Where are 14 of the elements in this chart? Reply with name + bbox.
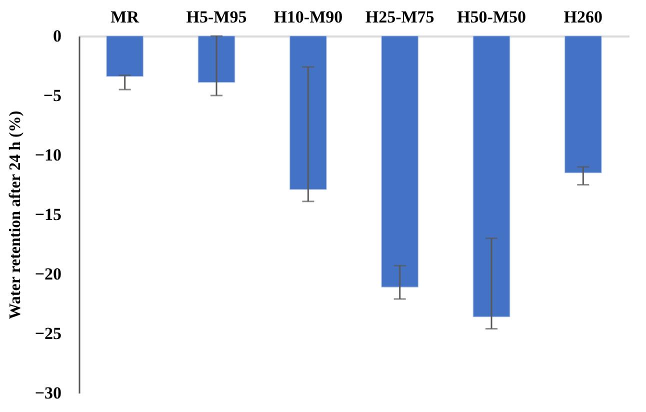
- y-axis-title: Water retention after 24 h (%): [6, 110, 24, 320]
- y-tick-label: −25: [34, 324, 62, 343]
- x-tick-label: H10-M90: [274, 8, 343, 26]
- x-tick-label: MR: [110, 8, 140, 26]
- x-tick-label: H50-M50: [457, 8, 526, 26]
- x-tick-label: H5-M95: [186, 8, 247, 26]
- y-tick-label: −30: [34, 384, 62, 402]
- x-tick-label: H25-M75: [365, 8, 434, 26]
- y-tick-label: −20: [34, 264, 62, 284]
- y-tick-label: −10: [34, 146, 62, 164]
- y-tick-label: −5: [43, 86, 62, 105]
- y-tick-label: −15: [34, 205, 62, 224]
- x-tick-label: H260: [564, 8, 603, 26]
- y-tick-label: 0: [53, 26, 62, 46]
